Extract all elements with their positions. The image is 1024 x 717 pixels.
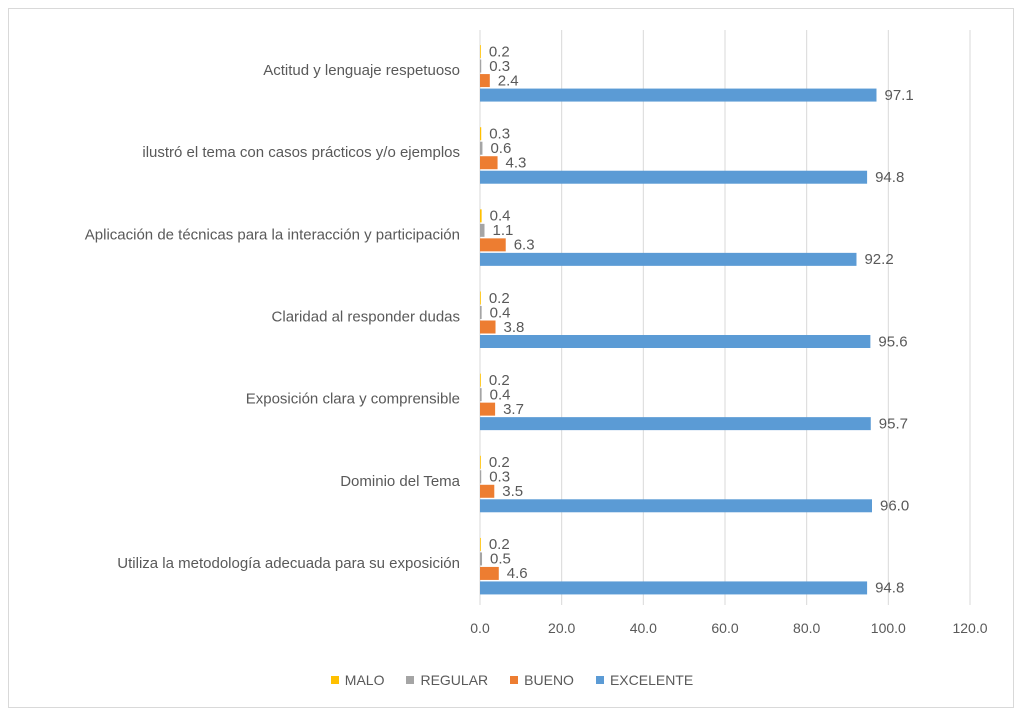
bar-excelente xyxy=(480,88,877,102)
data-label: 96.0 xyxy=(880,498,909,515)
bar-regular xyxy=(480,470,482,484)
bar-malo xyxy=(480,45,481,59)
x-tick-label: 60.0 xyxy=(711,620,738,636)
category-label: Aplicación de técnicas para la interacci… xyxy=(85,226,460,243)
legend-label: EXCELENTE xyxy=(609,672,694,688)
data-label: 0.2 xyxy=(489,290,510,307)
data-label: 95.7 xyxy=(879,415,908,432)
bar-regular xyxy=(480,59,482,73)
bar-excelente xyxy=(480,335,871,348)
data-label: 0.2 xyxy=(489,536,510,553)
x-tick-label: 80.0 xyxy=(793,620,820,636)
data-label: 0.2 xyxy=(489,454,510,471)
data-label: 0.2 xyxy=(489,372,510,389)
bar-regular xyxy=(480,552,483,566)
x-tick-label: 100.0 xyxy=(871,620,906,636)
data-label: 0.3 xyxy=(489,469,510,486)
legend-swatch xyxy=(330,676,339,684)
data-label: 95.6 xyxy=(878,333,907,350)
bar-regular xyxy=(480,388,482,402)
bar-excelente xyxy=(480,252,857,266)
bar-excelente xyxy=(480,170,868,184)
legend: MALO REGULAR BUENO EXCELENTE xyxy=(0,672,1024,688)
data-label: 0.4 xyxy=(490,386,511,403)
bar-bueno xyxy=(480,156,498,170)
bar-malo xyxy=(480,209,482,223)
bar-bueno xyxy=(480,320,496,334)
category-label: Actitud y lenguaje respetuoso xyxy=(263,62,460,79)
data-label: 0.3 xyxy=(489,58,510,75)
data-label: 3.7 xyxy=(503,401,524,418)
data-label: 97.1 xyxy=(884,87,913,104)
data-label: 2.4 xyxy=(498,72,519,89)
data-label: 0.4 xyxy=(490,304,511,321)
data-label: 3.5 xyxy=(502,483,523,500)
x-tick-label: 0.0 xyxy=(470,620,490,636)
x-tick-label: 20.0 xyxy=(548,620,575,636)
bar-malo xyxy=(480,373,481,387)
bar-regular xyxy=(480,141,483,155)
legend-swatch xyxy=(510,676,519,684)
legend-label: MALO xyxy=(344,672,385,688)
bar-excelente xyxy=(480,417,871,431)
bar-regular xyxy=(480,223,485,237)
bar-bueno xyxy=(480,238,506,252)
data-label: 0.5 xyxy=(490,551,511,568)
chart-area xyxy=(8,8,1014,708)
data-label: 1.1 xyxy=(492,222,513,239)
bar-excelente xyxy=(480,499,872,513)
legend-label: REGULAR xyxy=(420,672,489,688)
data-label: 92.2 xyxy=(864,251,893,268)
bar-malo xyxy=(480,455,481,469)
data-label: 0.4 xyxy=(490,208,511,225)
data-label: 0.2 xyxy=(489,43,510,60)
legend-item-bueno: BUENO xyxy=(510,672,574,688)
bar-excelente xyxy=(480,581,868,595)
x-tick-label: 40.0 xyxy=(630,620,657,636)
bar-bueno xyxy=(480,402,496,416)
bar-malo xyxy=(480,127,482,141)
bar-bueno xyxy=(480,74,490,88)
legend-swatch xyxy=(406,676,415,684)
bar-malo xyxy=(480,291,481,305)
data-label: 94.8 xyxy=(875,580,904,597)
x-tick-label: 120.0 xyxy=(952,620,987,636)
data-label: 4.3 xyxy=(506,154,527,171)
legend-item-malo: MALO xyxy=(330,672,385,688)
category-label: Claridad al responder dudas xyxy=(272,308,460,325)
category-label: Exposición clara y comprensible xyxy=(246,391,460,408)
bar-bueno xyxy=(480,484,495,498)
category-label: Dominio del Tema xyxy=(340,473,460,490)
data-label: 4.6 xyxy=(507,565,528,582)
legend-item-regular: REGULAR xyxy=(406,672,488,688)
data-label: 3.8 xyxy=(504,319,525,336)
bar-malo xyxy=(480,537,481,551)
bar-bueno xyxy=(480,566,499,580)
data-label: 6.3 xyxy=(514,237,535,254)
legend-swatch xyxy=(595,676,604,684)
data-label: 0.6 xyxy=(490,140,511,157)
bar-regular xyxy=(480,306,482,319)
data-label: 0.3 xyxy=(489,125,510,142)
category-label: ilustró el tema con casos prácticos y/o … xyxy=(142,144,460,161)
category-label: Utiliza la metodología adecuada para su … xyxy=(117,555,460,572)
legend-item-excelente: EXCELENTE xyxy=(595,672,694,688)
legend-label: BUENO xyxy=(524,672,574,688)
data-label: 94.8 xyxy=(875,169,904,186)
